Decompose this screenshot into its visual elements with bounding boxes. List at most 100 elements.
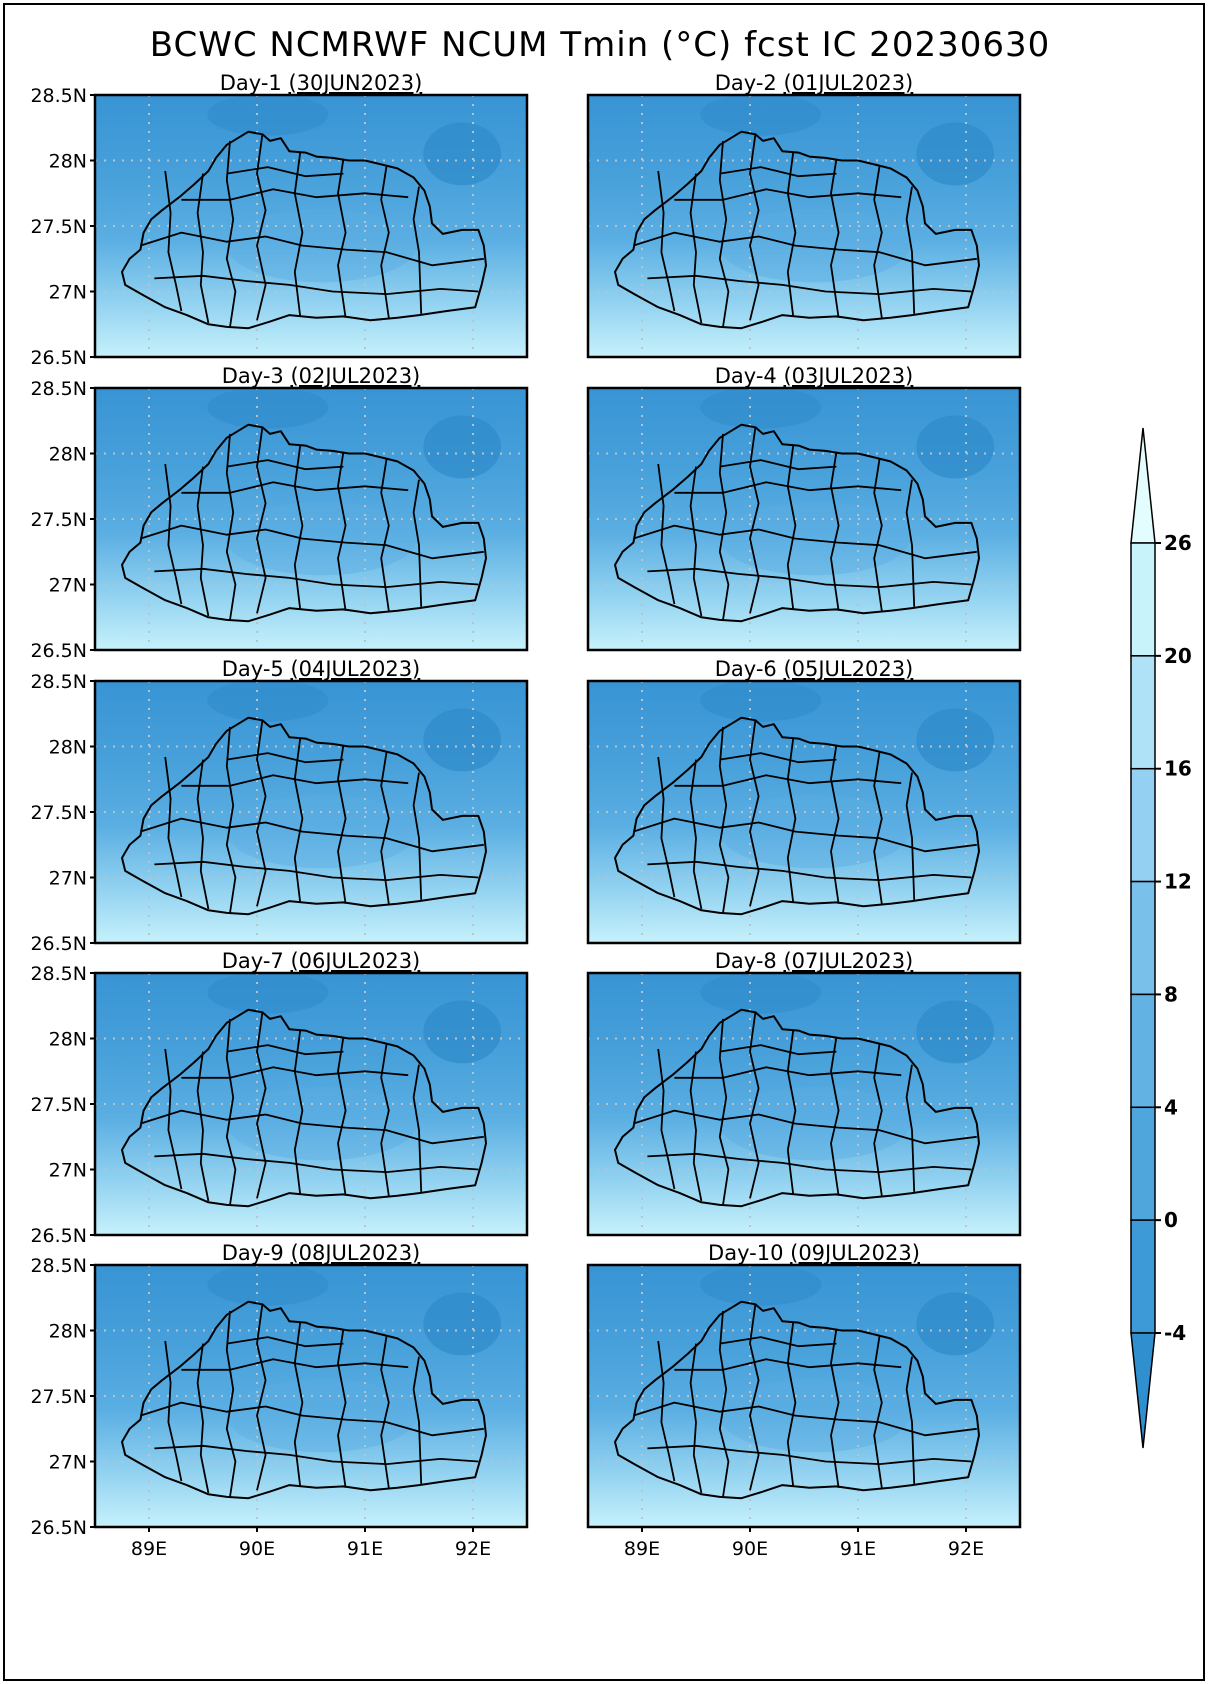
district-boundary: [226, 459, 344, 471]
panel-frame: [586, 1263, 1022, 1529]
figure-title: BCWC NCMRWF NCUM Tmin (°C) fcst IC 20230…: [150, 25, 1051, 65]
district-boundary: [873, 165, 883, 318]
district-boundary: [719, 1336, 837, 1348]
district-boundary: [380, 458, 390, 611]
panel-day-label: Day-5: [222, 657, 291, 681]
cold-patch: [700, 1265, 822, 1306]
panel-day-label: Day-7: [222, 949, 291, 973]
lat-tick-label: 26.5N: [30, 640, 87, 662]
map-panel: Day-7 (06JUL2023) 28.5N 28N 27.5N 27N 26.5N: [30, 949, 529, 1247]
district-boundary: [647, 274, 972, 295]
lat-tick-label: 26.5N: [30, 1517, 87, 1539]
district-boundary: [412, 772, 423, 900]
map-panel: Day-2 (01JUL2023): [586, 71, 1022, 359]
district-boundary: [164, 1048, 183, 1190]
district-boundary: [154, 1444, 479, 1465]
lat-tick-label: 26.5N: [30, 347, 87, 369]
district-boundary: [154, 1152, 479, 1173]
district-boundary: [830, 159, 840, 318]
district-boundary: [647, 860, 972, 881]
lat-tick-label: 27N: [49, 1160, 87, 1182]
panel-field: [588, 1265, 1020, 1527]
district-boundary: [412, 1064, 423, 1192]
map-panel: Day-1 (30JUN2023) 28.5N 28N 27.5N 27N 26.5N: [30, 71, 529, 369]
cold-patch: [207, 1265, 329, 1306]
district-boundary: [749, 134, 760, 321]
lat-tick-label: 27.5N: [30, 1386, 87, 1408]
panel-date-label: (04JUL2023): [290, 657, 420, 681]
colorbar-swatch: [1130, 1219, 1156, 1334]
cold-patch: [700, 681, 822, 722]
colorbar-label: 4: [1164, 1095, 1178, 1119]
bhutan-border: [121, 423, 487, 623]
district-boundary: [164, 1340, 183, 1482]
lon-tick-label: 89E: [131, 1538, 167, 1560]
cold-patch: [207, 973, 329, 1014]
district-boundary: [905, 1064, 916, 1192]
warm-lobe: [226, 794, 417, 869]
district-boundary: [164, 170, 183, 312]
district-boundary: [830, 1037, 840, 1196]
district-boundary: [226, 1044, 344, 1056]
colorbar-label: 26: [1164, 531, 1192, 555]
panel-date-label: (07JUL2023): [783, 949, 913, 973]
panel-frame: [586, 679, 1022, 945]
warm-lobe: [226, 501, 417, 576]
colorbar-extend-bottom: [1130, 1332, 1156, 1449]
cold-patch: [916, 708, 995, 772]
lon-tick-label: 91E: [840, 1538, 876, 1560]
district-boundary: [412, 479, 423, 607]
district-boundary: [719, 1044, 837, 1056]
district-boundary: [719, 459, 837, 471]
lat-tick-label: 28.5N: [30, 671, 87, 693]
district-boundary: [873, 458, 883, 611]
colorbar-swatch: [1130, 655, 1156, 770]
district-boundary: [749, 1304, 760, 1491]
panel-field: [588, 681, 1020, 943]
panel-field: [95, 681, 527, 943]
panel-frame: [586, 93, 1022, 359]
map-panel: Day-4 (03JUL2023): [586, 364, 1022, 652]
panel-title: Day-4 (03JUL2023): [715, 364, 914, 388]
lat-tick-label: 27N: [49, 575, 87, 597]
colorbar-label: 12: [1164, 870, 1192, 894]
lat-tick-label: 27N: [49, 1452, 87, 1474]
district-boundary: [337, 452, 347, 611]
lat-tick-label: 28N: [49, 151, 87, 173]
district-boundary: [674, 774, 902, 787]
district-boundary: [256, 720, 267, 907]
panel-day-label: Day-2: [715, 71, 784, 95]
district-boundary: [412, 186, 423, 314]
cold-patch: [207, 388, 329, 429]
lat-tick-label: 28N: [49, 1321, 87, 1343]
district-boundary: [674, 188, 902, 201]
panel-frame: [586, 386, 1022, 652]
lat-tick-label: 27.5N: [30, 1094, 87, 1116]
cold-patch: [916, 1292, 995, 1356]
district-boundary: [830, 745, 840, 904]
district-boundary: [337, 1037, 347, 1196]
district-boundary: [226, 1336, 344, 1348]
warm-lobe: [226, 1378, 417, 1453]
lat-tick-label: 28.5N: [30, 1255, 87, 1277]
district-boundary: [181, 481, 409, 494]
lat-tick-label: 26.5N: [30, 1225, 87, 1247]
lat-tick-label: 27.5N: [30, 802, 87, 824]
panel-title: Day-6 (05JUL2023): [715, 657, 914, 681]
colorbar-label: 0: [1164, 1208, 1178, 1232]
district-boundary: [633, 1109, 977, 1145]
colorbar-swatch: [1130, 993, 1156, 1109]
cold-patch: [916, 122, 995, 186]
district-boundary: [154, 567, 479, 588]
lat-tick-label: 28.5N: [30, 963, 87, 985]
district-boundary: [140, 817, 484, 853]
district-boundary: [154, 860, 479, 881]
map-panel: Day-9 (08JUL2023) 28.5N 28N 27.5N 27N 26.5N 89…: [30, 1241, 529, 1560]
district-boundary: [380, 1043, 390, 1196]
map-panel: Day-6 (05JUL2023): [586, 657, 1022, 945]
panel-date-label: (30JUN2023): [288, 71, 422, 95]
district-boundary: [256, 134, 267, 321]
district-boundary: [181, 1066, 409, 1079]
map-panel: Day-10 (09JUL2023) 89E 90E 91E 92E: [586, 1241, 1022, 1560]
panel-field: [95, 388, 527, 650]
